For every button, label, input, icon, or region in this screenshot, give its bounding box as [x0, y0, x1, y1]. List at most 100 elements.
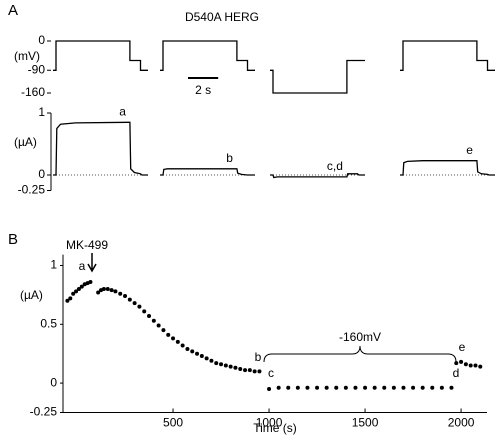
data-point [343, 385, 348, 390]
panel-label: A [8, 2, 18, 19]
data-point [195, 351, 200, 356]
x-tick-label: 500 [163, 416, 183, 430]
y-tick-label: 1 [50, 258, 57, 272]
figure-title: D540A HERG [185, 10, 259, 24]
trace [53, 121, 148, 176]
data-point [105, 287, 110, 292]
data-point [252, 369, 257, 374]
data-point [132, 301, 137, 306]
data-point [228, 364, 233, 369]
point-label: a [79, 259, 86, 273]
x-tick-label: 2000 [448, 416, 475, 430]
data-point [353, 385, 358, 390]
data-point [88, 279, 93, 284]
y-tick-label: -160 [21, 85, 45, 99]
data-point [204, 356, 209, 361]
data-point [219, 362, 224, 367]
data-point [324, 385, 329, 390]
data-point [175, 339, 180, 344]
data-point [391, 385, 396, 390]
trace [53, 40, 148, 71]
trace [400, 40, 495, 71]
data-point [101, 287, 106, 292]
data-point [372, 385, 377, 390]
data-point [276, 385, 281, 390]
data-point [71, 291, 76, 296]
data-point [109, 288, 114, 293]
point-label: c [268, 366, 274, 380]
trace [270, 173, 365, 179]
brace [263, 345, 457, 363]
annotation: -160mV [339, 330, 381, 344]
data-point [79, 284, 84, 289]
x-tick-label: 1000 [256, 416, 283, 430]
y-tick-label: 0 [50, 375, 57, 389]
y-axis-label: (µA) [20, 288, 43, 302]
data-point [382, 385, 387, 390]
data-point [257, 369, 262, 374]
annotation: MK-499 [66, 238, 108, 252]
y-axis-label: (mV) [14, 49, 40, 63]
panel-label: B [8, 231, 18, 248]
data-point [137, 304, 142, 309]
trace [400, 160, 495, 176]
data-point [459, 359, 464, 364]
data-point [286, 385, 291, 390]
y-tick-label: 0.5 [40, 316, 57, 330]
trace [270, 59, 365, 94]
point-label: b [255, 350, 262, 364]
data-point [123, 294, 128, 299]
data-point [243, 368, 248, 373]
y-tick-label: 1 [38, 105, 45, 119]
data-point [209, 358, 214, 363]
data-point [180, 343, 185, 348]
data-point [233, 365, 238, 370]
x-axis-label: Time (s) [253, 421, 297, 435]
data-point [247, 368, 252, 373]
data-point [147, 314, 152, 319]
y-axis-label: (µA) [14, 135, 37, 149]
arrow [87, 253, 97, 273]
data-point [267, 386, 272, 391]
point-label: e [459, 340, 466, 354]
data-point [430, 385, 435, 390]
data-point [315, 385, 320, 390]
y-tick-label: -90 [28, 62, 46, 76]
data-point [156, 323, 161, 328]
data-point [113, 289, 118, 294]
data-point [334, 385, 339, 390]
data-point [223, 363, 228, 368]
data-point [363, 385, 368, 390]
trace-label: a [119, 104, 126, 118]
data-point [76, 287, 81, 292]
trace [160, 40, 255, 71]
data-point [65, 298, 70, 303]
y-tick-label: -0.25 [18, 183, 46, 197]
data-point [96, 290, 101, 295]
data-point [214, 361, 219, 366]
data-point [199, 354, 204, 359]
data-point [439, 385, 444, 390]
trace [160, 168, 255, 176]
data-point [401, 385, 406, 390]
y-tick-label: 0 [38, 167, 45, 181]
data-point [118, 291, 123, 296]
data-point [127, 297, 132, 302]
data-point [454, 361, 459, 366]
trace-label: c,d [327, 159, 343, 173]
data-point [411, 385, 416, 390]
data-point [68, 296, 73, 301]
data-point [190, 349, 195, 354]
point-label: d [453, 366, 460, 380]
data-point [151, 318, 156, 323]
x-tick-label: 1500 [352, 416, 379, 430]
scale-bar-label: 2 s [195, 83, 211, 97]
data-point [478, 364, 483, 369]
data-point [463, 362, 468, 367]
data-point [238, 366, 243, 371]
data-point [468, 363, 473, 368]
data-point [166, 332, 171, 337]
trace-label: b [226, 151, 233, 165]
trace-label: e [466, 143, 473, 157]
